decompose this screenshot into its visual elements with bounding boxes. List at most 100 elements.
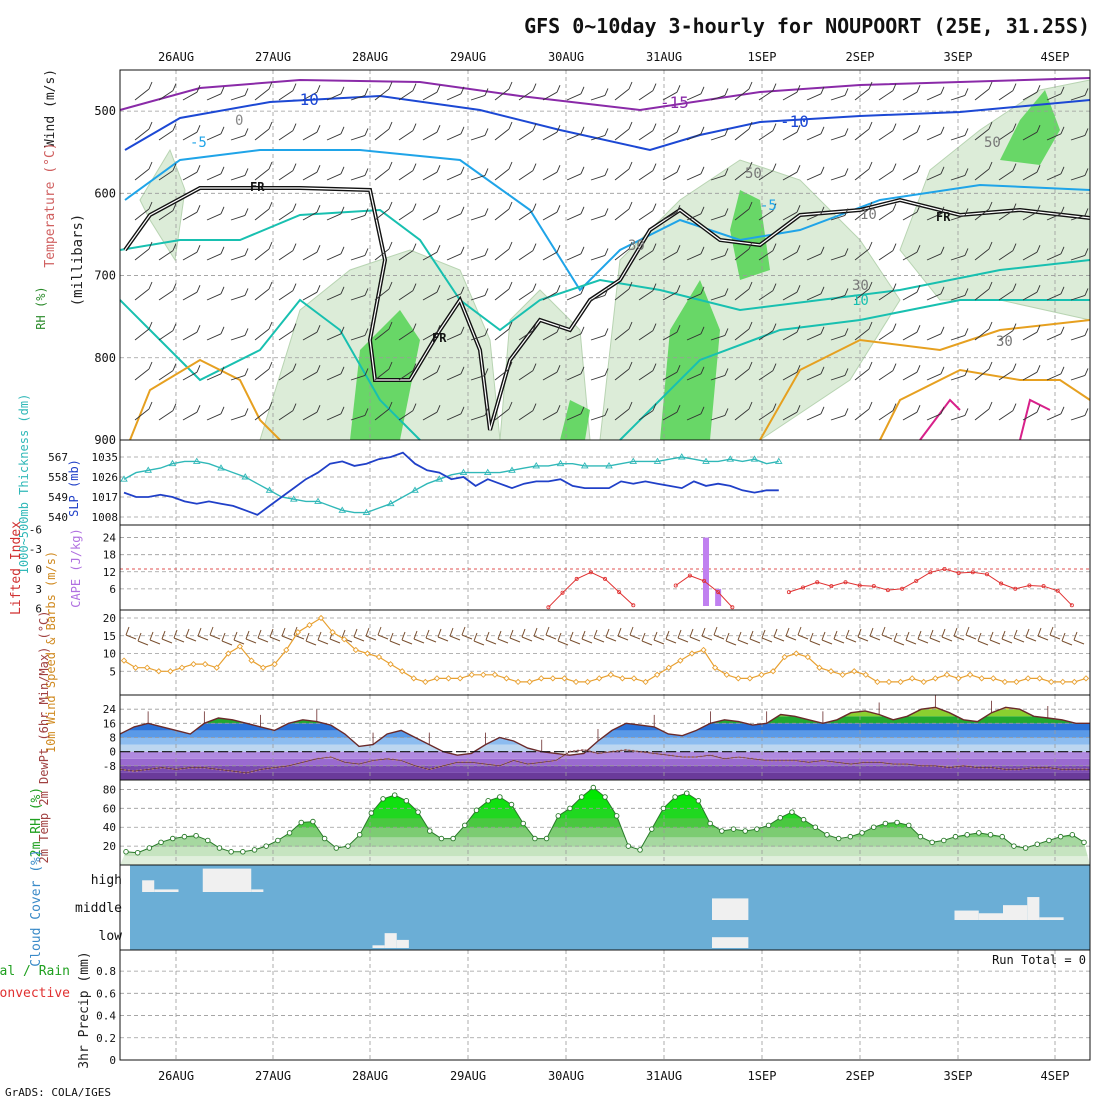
rh-point	[824, 832, 830, 838]
wind-barb	[374, 368, 390, 381]
wind-barb	[1012, 123, 1017, 131]
wind-barb	[196, 325, 201, 333]
ylabel-wind: Wind (m/s)	[43, 69, 58, 147]
wind-barb	[1022, 91, 1038, 101]
date-label-bottom: 31AUG	[646, 1069, 682, 1083]
wind-barb	[196, 405, 201, 413]
rh-point	[380, 796, 386, 802]
wind-barb	[206, 133, 222, 141]
wind-barb-10m	[749, 630, 754, 640]
wind-barb	[662, 251, 678, 261]
contour-label: -5	[190, 135, 207, 151]
wind-speed-point	[1001, 678, 1009, 686]
wind-barb	[556, 85, 561, 93]
wind-barb-10m	[245, 630, 250, 640]
wind-barb	[590, 214, 606, 221]
wind-barb-10m	[365, 627, 370, 637]
pressure-tick: 500	[94, 104, 116, 118]
wind-barb	[1036, 205, 1041, 213]
wind-barb	[316, 245, 321, 253]
wind-barb	[412, 83, 417, 91]
wind-barb-10m	[125, 626, 130, 636]
wind-barb-10m	[221, 632, 226, 642]
contour-label: -15	[660, 93, 689, 112]
wind-barb	[148, 401, 153, 410]
wind-barb	[844, 88, 849, 96]
wind-barb-10m	[845, 629, 850, 639]
wind-speed-point	[700, 646, 707, 654]
wind-barb	[676, 125, 681, 133]
wind-barb	[436, 285, 441, 293]
rh-point	[345, 843, 351, 849]
wind-barb-10m	[377, 634, 389, 640]
wind-barb	[878, 250, 894, 261]
wind-barb	[676, 245, 681, 253]
wind-barb	[926, 93, 942, 101]
ylabel-temperature: Temperature (°C)	[43, 142, 58, 267]
wind-barb	[710, 214, 726, 221]
wind-barb	[422, 411, 438, 421]
wind-barb	[446, 293, 462, 301]
wind-barb	[398, 90, 414, 101]
wind-tick: 15	[103, 630, 116, 643]
wind-barb	[1012, 203, 1017, 211]
wind-barb	[158, 210, 174, 221]
wind-barb	[590, 294, 606, 301]
wind-barb	[892, 243, 897, 251]
wind-barb	[182, 291, 198, 301]
rh-point	[532, 835, 538, 842]
wind-barb	[268, 281, 273, 290]
wind-barb-10m	[413, 638, 425, 644]
wind-barb-10m	[941, 636, 953, 642]
wind-barb	[638, 210, 654, 221]
ylabel-cape: CAPE (J/kg)	[69, 528, 83, 607]
wind-barb	[628, 81, 633, 90]
wind-barb	[542, 171, 558, 181]
wind-barb	[892, 283, 897, 291]
thickness-marker	[556, 459, 565, 467]
wind-speed-point	[851, 668, 858, 675]
wind-barb	[172, 363, 177, 371]
wind-barb	[854, 168, 870, 181]
date-label-top: 28AUG	[352, 50, 388, 64]
wind-barb	[916, 405, 921, 413]
wind-barb	[638, 290, 654, 301]
wind-barb	[1060, 206, 1065, 214]
wind-barb	[316, 365, 321, 373]
lifted-index-point	[843, 580, 848, 585]
rh-point	[625, 843, 632, 849]
wind-barb	[998, 370, 1014, 381]
wind-barb	[772, 123, 777, 131]
wind-barb-10m	[209, 626, 214, 636]
wind-barb	[350, 374, 366, 381]
wind-barb	[508, 401, 513, 410]
wind-barb-10m	[617, 627, 622, 637]
wind-speed-point	[364, 650, 371, 657]
wind-barb	[748, 361, 753, 370]
wind-barb	[964, 368, 969, 376]
wind-barb	[820, 126, 825, 134]
wind-barb	[254, 408, 270, 421]
wind-barb	[902, 291, 918, 301]
wind-barb	[220, 326, 225, 334]
wind-barb	[830, 214, 846, 221]
wind-barb	[590, 94, 606, 101]
rh-point	[777, 815, 783, 821]
thickness-marker	[653, 457, 662, 464]
wind-barb-10m	[197, 635, 209, 641]
wind-barb	[868, 321, 873, 330]
wind-barb	[374, 128, 390, 141]
rh-point	[917, 833, 924, 840]
wind-barb	[614, 88, 630, 101]
lifted-index-point	[786, 590, 791, 595]
wind-barb-10m	[557, 632, 562, 642]
wind-barb-10m	[557, 640, 569, 646]
wind-barb	[782, 211, 798, 221]
contour-label: 0	[235, 113, 243, 129]
wind-speed-point	[572, 678, 580, 686]
wind-barb	[758, 410, 774, 421]
wind-barb-10m	[569, 631, 574, 641]
wind-barb	[1012, 403, 1017, 411]
rh-point	[590, 784, 597, 791]
contour-label: 30	[996, 334, 1013, 350]
